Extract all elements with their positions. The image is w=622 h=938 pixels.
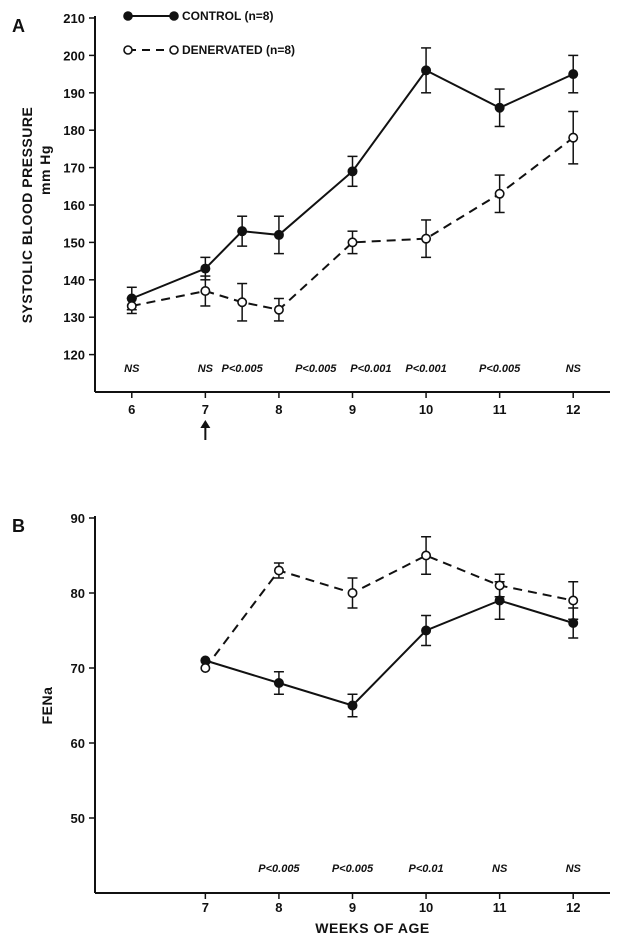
x-tick-label: 7 xyxy=(202,402,209,417)
data-point-control xyxy=(347,700,358,711)
significance-label: P<0.005 xyxy=(332,863,374,875)
x-tick-label: 11 xyxy=(493,900,507,915)
legend-label: DENERVATED (n=8) xyxy=(182,43,295,57)
data-point-denervated xyxy=(494,188,505,199)
significance-label: NS xyxy=(566,363,582,375)
x-tick-label: 12 xyxy=(566,402,580,417)
data-point-denervated xyxy=(494,580,505,591)
legend-item: CONTROL (n=8) xyxy=(123,9,273,23)
data-point-denervated xyxy=(126,300,137,311)
data-point-control xyxy=(347,166,358,177)
significance-label: NS xyxy=(566,863,582,875)
y-tick-label: 190 xyxy=(63,86,85,101)
y-tick-label: 210 xyxy=(63,11,85,26)
y-tick-label: 130 xyxy=(63,310,85,325)
data-point-control xyxy=(200,263,211,274)
chart-panel-b: B 50 60 70 80 90 7 8 9 10 11 12 FENa WEEKS OF AGE P<0.… xyxy=(12,511,610,936)
y-axis-title: FENa xyxy=(39,687,55,725)
data-point-denervated xyxy=(568,132,579,143)
significance-label: P<0.005 xyxy=(221,363,263,375)
data-point-denervated xyxy=(200,286,211,297)
x-tick-label: 7 xyxy=(202,900,209,915)
y-tick-label: 180 xyxy=(63,123,85,138)
data-point-control xyxy=(421,65,432,76)
significance-label: P<0.005 xyxy=(479,363,521,375)
data-point-control xyxy=(494,595,505,606)
data-point-control xyxy=(568,69,579,80)
arrow-head-icon xyxy=(200,420,211,428)
legend-label: CONTROL (n=8) xyxy=(182,9,273,23)
legend-marker xyxy=(169,11,179,21)
series-line-denervated xyxy=(131,136,574,311)
data-point-denervated xyxy=(200,662,211,673)
series-line-control xyxy=(205,599,574,707)
legend-marker xyxy=(169,45,179,55)
significance-label: NS xyxy=(198,363,214,375)
y-tick-label: 60 xyxy=(71,736,85,751)
panel-label: A xyxy=(12,16,25,36)
series-line-denervated xyxy=(204,554,574,669)
significance-label: NS xyxy=(124,363,140,375)
x-tick-label: 11 xyxy=(493,402,507,417)
x-tick-label: 8 xyxy=(275,900,282,915)
y-tick-label: 140 xyxy=(63,273,85,288)
legend-marker xyxy=(123,45,133,55)
data-point-denervated xyxy=(421,550,432,561)
data-point-denervated xyxy=(237,297,248,308)
y-tick-label: 200 xyxy=(63,48,85,63)
data-point-control xyxy=(237,226,248,237)
y-tick-label: 120 xyxy=(63,348,85,363)
data-point-denervated xyxy=(273,565,284,576)
data-point-control xyxy=(273,677,284,688)
data-point-control xyxy=(494,102,505,113)
y-tick-label: 160 xyxy=(63,198,85,213)
y-tick-label: 80 xyxy=(71,586,85,601)
y-tick-label: 170 xyxy=(63,161,85,176)
y-tick-label: 70 xyxy=(71,661,85,676)
data-point-denervated xyxy=(568,595,579,606)
x-tick-label: 8 xyxy=(275,402,282,417)
significance-label: P<0.005 xyxy=(295,363,337,375)
x-tick-label: 9 xyxy=(349,900,356,915)
x-tick-label: 10 xyxy=(419,402,433,417)
data-point-denervated xyxy=(347,237,358,248)
data-point-denervated xyxy=(273,304,284,315)
x-axis-title: WEEKS OF AGE xyxy=(315,920,429,936)
data-point-denervated xyxy=(421,233,432,244)
x-tick-label: 9 xyxy=(349,402,356,417)
legend-marker xyxy=(123,11,133,21)
chart-panel-a: A 120 130 140 150 160 170 180 190 200 210 6 7 8 9 10 11 1… xyxy=(12,9,610,440)
y-tick-label: 150 xyxy=(63,235,85,250)
data-point-denervated xyxy=(347,587,358,598)
significance-label: NS xyxy=(492,863,508,875)
significance-label: P<0.001 xyxy=(350,363,391,375)
y-tick-label: 90 xyxy=(71,511,85,526)
data-point-control xyxy=(568,617,579,628)
significance-label: P<0.001 xyxy=(405,363,446,375)
x-tick-label: 10 xyxy=(419,900,433,915)
x-tick-label: 12 xyxy=(566,900,580,915)
panel-label: B xyxy=(12,516,25,536)
data-point-control xyxy=(421,625,432,636)
significance-label: P<0.005 xyxy=(258,863,300,875)
y-axis-unit: mm Hg xyxy=(37,145,53,195)
x-tick-label: 6 xyxy=(128,402,135,417)
series-line-control xyxy=(131,69,574,300)
legend-item: DENERVATED (n=8) xyxy=(123,43,295,57)
y-tick-label: 50 xyxy=(71,811,85,826)
data-point-control xyxy=(273,229,284,240)
significance-label: P<0.01 xyxy=(408,863,443,875)
y-axis-title: SYSTOLIC BLOOD PRESSURE xyxy=(19,107,35,324)
